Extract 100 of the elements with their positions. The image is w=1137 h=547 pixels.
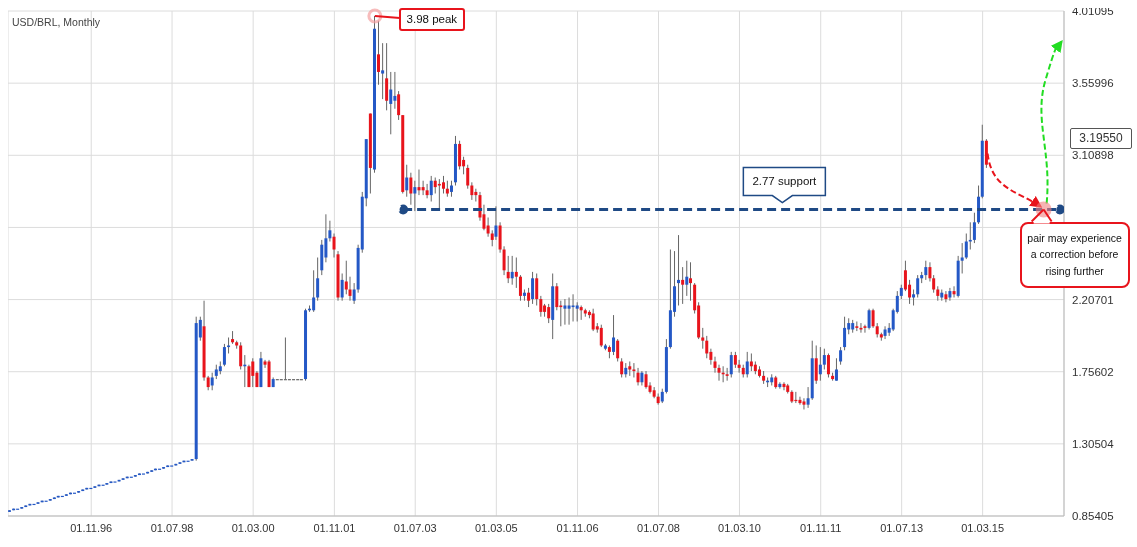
candlestick [466,164,470,190]
candlestick [798,396,802,406]
candlestick [547,303,551,324]
candlestick [632,362,636,378]
candlestick [486,217,490,238]
candlestick [316,257,320,302]
candlestick [867,308,871,330]
candlestick [510,255,514,286]
candlestick [612,314,616,356]
candlestick [591,308,595,332]
x-tick-label: 01.03.10 [718,521,761,534]
annotation: 2.77 support [751,173,818,189]
candlestick [871,308,875,329]
candlestick [251,357,255,388]
y-tick-label: 1.30504 [1072,437,1115,450]
x-tick-label: 01.11.06 [556,521,599,534]
annotation: pair may experience a correction before rising further [1019,221,1130,288]
candlestick [385,42,389,111]
x-tick-label: 01.07.98 [150,521,194,534]
candlestick [531,271,535,305]
candlestick [527,287,531,308]
candlestick [413,180,417,212]
candlestick [381,42,385,100]
candlestick [677,234,681,306]
candlestick [535,273,539,306]
candlestick [312,269,316,313]
candlestick [701,327,705,350]
candlestick [620,357,624,378]
x-tick-label: 01.11.01 [313,521,356,534]
candlestick [656,392,660,406]
candlestick [681,266,685,305]
x-tick-label: 01.03.05 [474,521,518,534]
candlestick [405,164,409,198]
candlestick [389,71,393,135]
candlestick [332,233,336,258]
candlestick [729,351,733,378]
candlestick [563,298,567,326]
candlestick [717,364,721,382]
candlestick [984,138,988,169]
candlestick [239,341,243,370]
candlestick [689,261,693,302]
candlestick [506,255,510,284]
candlestick [685,260,689,297]
candlestick [968,221,972,250]
candlestick [818,346,822,382]
candlestick [960,242,964,274]
x-tick-label: 01.07.13 [880,521,924,534]
candlestick [417,169,421,196]
candlestick [725,367,729,382]
candlestick [409,172,413,206]
candlestick [916,274,920,298]
candlestick [518,274,522,302]
candlestick [571,293,575,322]
candlestick [567,296,571,326]
candlestick [421,180,425,196]
candlestick [964,233,968,260]
candlestick [778,381,782,390]
candlestick [802,397,806,410]
candlestick [826,352,830,378]
text: USD/BRL, Monthly [12,16,101,28]
candlestick [822,348,826,370]
y-tick-label: 0.85405 [1072,510,1114,523]
x-tick-label: 01.07.08 [637,521,680,534]
candlestick [555,282,559,311]
candlestick [944,290,948,303]
candlestick [348,276,352,302]
y-tick-label: 3.55996 [1072,77,1114,90]
candlestick [539,295,543,318]
candlestick [814,344,818,385]
text: 3.19550 [1070,128,1132,150]
candlestick [863,324,867,334]
x-tick-label: 01.03.15 [961,521,1005,534]
candlestick [514,257,518,289]
candlestick [575,301,579,322]
candlestick [458,140,462,171]
y-tick-label: 2.20701 [1072,293,1114,306]
candlestick [437,178,441,211]
candlestick [429,175,433,203]
candlestick [616,338,620,362]
candlestick [222,343,226,367]
candlestick [924,260,928,281]
x-tick-label: 01.11.11 [800,521,842,534]
candlestick [806,386,810,409]
candlestick [948,287,952,302]
candlestick [972,212,976,244]
candlestick [737,359,741,374]
x-tick-label: 01.11.96 [70,521,113,534]
candlestick [745,351,749,378]
x-tick-label: 01.03.00 [231,521,275,534]
candlestick [883,325,887,340]
y-tick-label: 1.75602 [1072,365,1114,378]
candlestick [843,316,847,351]
candlestick [782,381,786,391]
candlestick [377,20,380,86]
candlestick [340,273,344,302]
x-tick-label: 01.07.03 [393,521,437,534]
candlestick [952,285,956,298]
candlestick [393,71,397,110]
candlestick [425,183,429,199]
annotation: 3.98 peak [398,7,465,31]
